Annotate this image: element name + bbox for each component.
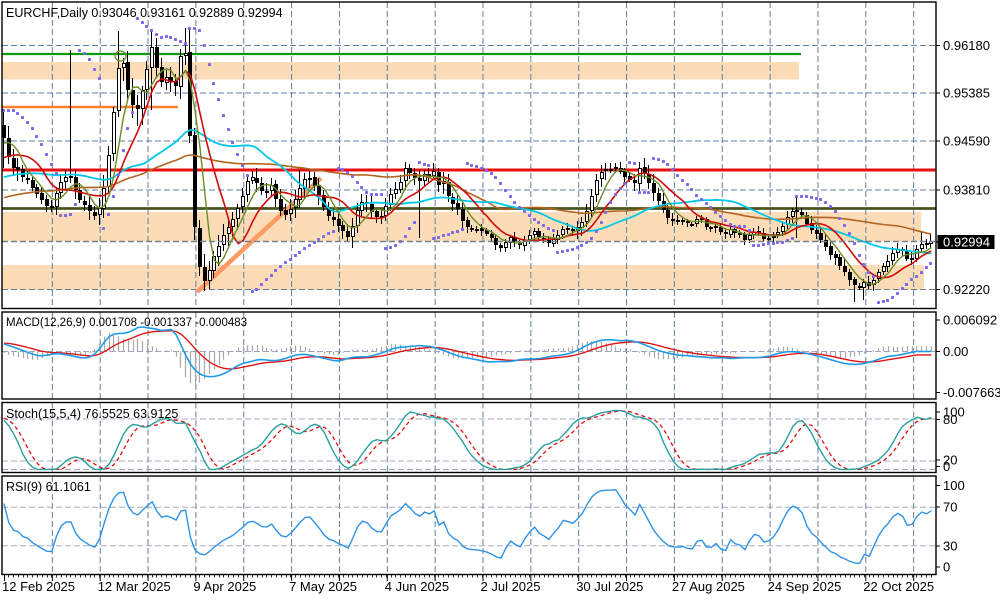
svg-text:22 Oct 2025: 22 Oct 2025 — [863, 579, 934, 594]
svg-text:EURCHF,Daily 0.93046 0.93161: EURCHF,Daily 0.93046 0.93161 0.92889 0.9… — [6, 6, 283, 20]
svg-text:100: 100 — [943, 405, 965, 420]
svg-text:0: 0 — [943, 459, 950, 474]
svg-text:0: 0 — [943, 560, 950, 575]
svg-text:MACD(12,26,9) 0.001708 -0.0013: MACD(12,26,9) 0.001708 -0.001337 -0.0004… — [6, 317, 247, 329]
svg-text:12 Feb 2025: 12 Feb 2025 — [2, 579, 75, 594]
svg-text:30 Jul 2025: 30 Jul 2025 — [576, 579, 643, 594]
svg-text:20: 20 — [943, 453, 957, 468]
svg-text:30: 30 — [943, 539, 957, 554]
svg-text:4 Jun 2025: 4 Jun 2025 — [385, 579, 449, 594]
svg-text:70: 70 — [943, 500, 957, 515]
svg-text:0.92994: 0.92994 — [943, 235, 990, 250]
svg-text:0.96180: 0.96180 — [943, 38, 990, 53]
svg-text:12 Mar 2025: 12 Mar 2025 — [98, 579, 171, 594]
svg-text:27 Aug 2025: 27 Aug 2025 — [672, 579, 745, 594]
svg-text:0.93810: 0.93810 — [943, 183, 990, 198]
svg-text:24 Sep 2025: 24 Sep 2025 — [768, 579, 842, 594]
svg-text:0.92220: 0.92220 — [943, 282, 990, 297]
svg-text:Stoch(15,5,4) 76.5525 63.9125: Stoch(15,5,4) 76.5525 63.9125 — [6, 407, 178, 421]
svg-text:0.006092: 0.006092 — [943, 313, 997, 328]
svg-text:-0.007663: -0.007663 — [943, 385, 1000, 400]
svg-text:0.00: 0.00 — [943, 344, 968, 359]
svg-text:0.94590: 0.94590 — [943, 134, 990, 149]
svg-text:RSI(9) 61.1061: RSI(9) 61.1061 — [6, 480, 91, 494]
svg-text:80: 80 — [943, 412, 957, 427]
svg-text:100: 100 — [943, 478, 965, 493]
svg-text:7 May 2025: 7 May 2025 — [289, 579, 357, 594]
svg-text:9 Apr 2025: 9 Apr 2025 — [193, 579, 256, 594]
svg-text:0.95385: 0.95385 — [943, 86, 990, 101]
svg-text:2 Jul 2025: 2 Jul 2025 — [481, 579, 541, 594]
